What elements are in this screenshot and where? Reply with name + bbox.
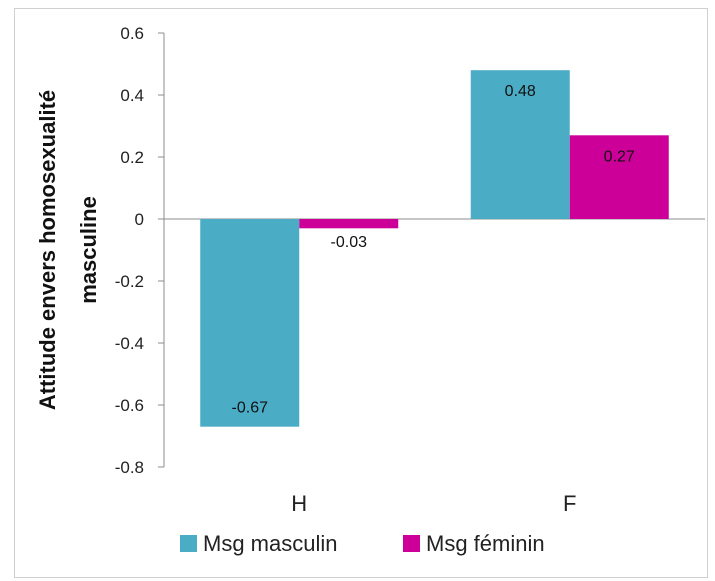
bar [470, 70, 570, 219]
y-axis-label: Attitude envers homosexualité masculine [35, 90, 101, 410]
y-tick-label: -0.4 [115, 334, 144, 353]
legend-swatch [180, 535, 197, 552]
legend-label: Msg féminin [426, 531, 545, 556]
y-tick-label: 0.4 [120, 86, 144, 105]
legend: Msg masculin Msg féminin [180, 531, 545, 556]
data-label: 0.27 [604, 148, 635, 165]
y-tick-label: -0.8 [115, 458, 144, 477]
y-tick-label: 0.2 [120, 148, 144, 167]
legend-label: Msg masculin [203, 531, 337, 556]
data-label: 0.48 [505, 83, 536, 100]
x-category-label: H [291, 491, 307, 516]
y-tick-label: -0.6 [115, 396, 144, 415]
bar [200, 219, 300, 427]
bars [200, 70, 669, 427]
y-axis-label-line-1: Attitude envers homosexualité [35, 90, 60, 410]
data-label: -0.03 [331, 234, 368, 251]
data-labels: -0.67 -0.03 0.48 0.27 [232, 83, 635, 417]
y-axis-label-line-2: masculine [76, 196, 101, 304]
data-label: -0.67 [232, 400, 269, 417]
y-tick-label: 0.6 [120, 24, 144, 43]
legend-swatch [403, 535, 420, 552]
x-category-label: F [563, 491, 576, 516]
y-tick-label: -0.2 [115, 272, 144, 291]
bar [299, 219, 399, 229]
bar [569, 135, 669, 219]
chart-frame [14, 8, 708, 578]
y-tick-label: 0 [135, 210, 144, 229]
